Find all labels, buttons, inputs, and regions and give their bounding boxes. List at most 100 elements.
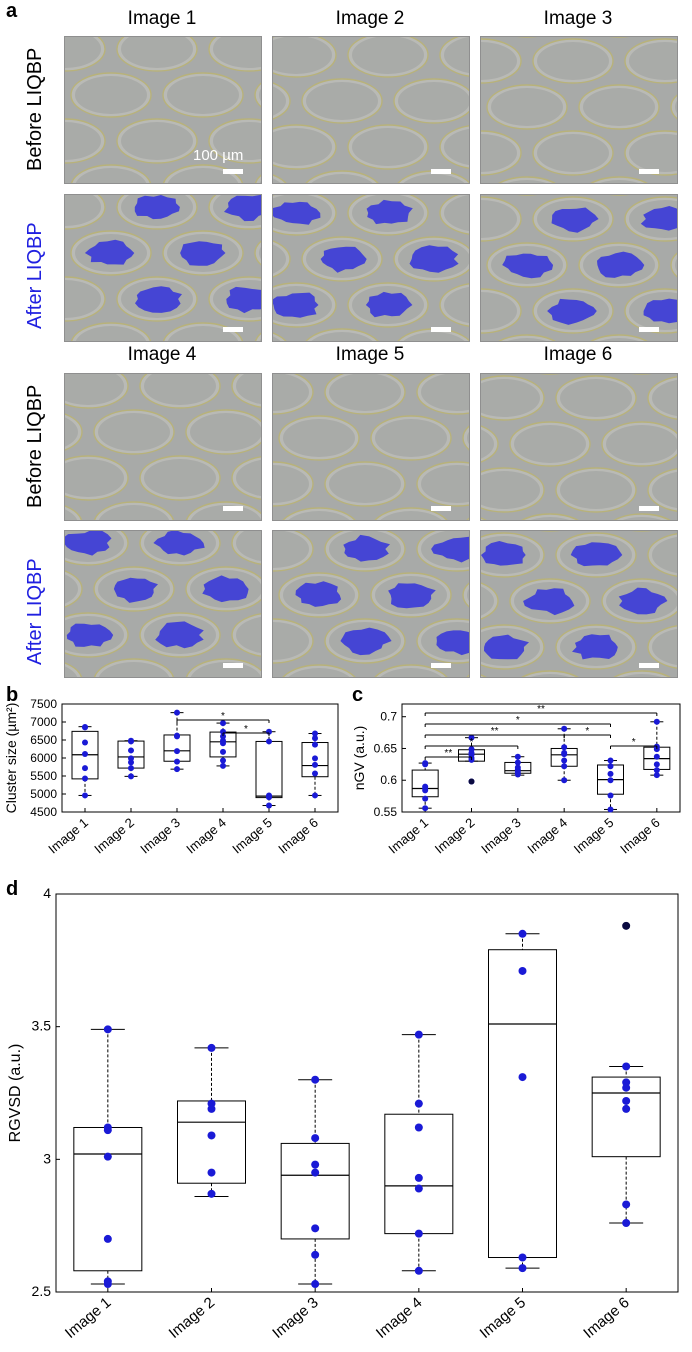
- well-texture: [213, 37, 261, 68]
- cell-cluster: [618, 587, 668, 615]
- significance-label: **: [444, 748, 452, 759]
- well-texture: [283, 419, 355, 457]
- data-point: [207, 1043, 216, 1052]
- panel-letter-d: d: [6, 878, 19, 900]
- well-texture: [583, 88, 655, 126]
- y-tick-label: 0.55: [374, 805, 398, 819]
- panel-letter-c: c: [352, 684, 364, 706]
- y-tick-label: 4: [43, 885, 51, 901]
- data-point: [518, 1073, 527, 1082]
- data-point: [174, 758, 180, 765]
- micrograph-before: [64, 373, 262, 521]
- well-texture: [236, 374, 261, 405]
- box: [591, 1076, 661, 1158]
- data-point: [266, 738, 272, 745]
- well-texture: [236, 531, 261, 562]
- well-texture: [65, 374, 124, 405]
- scale-bar: [639, 169, 659, 174]
- image-title: Image 3: [543, 8, 613, 29]
- scale-bar: [639, 663, 659, 668]
- y-tick-label: 0.65: [374, 741, 398, 755]
- well: [481, 674, 487, 677]
- significance-label: **: [491, 726, 499, 737]
- data-point: [220, 748, 226, 755]
- well-texture: [273, 37, 332, 74]
- well-texture: [352, 37, 424, 74]
- well-texture: [65, 417, 78, 447]
- data-point: [514, 753, 521, 760]
- x-tick-label: Image 6: [617, 815, 663, 857]
- data-point: [311, 1075, 320, 1084]
- data-point: [653, 746, 660, 753]
- data-point: [607, 792, 614, 799]
- well-texture: [444, 128, 469, 166]
- well: [670, 94, 677, 120]
- data-point: [414, 1229, 423, 1238]
- well-texture: [481, 134, 517, 172]
- well-texture: [75, 76, 147, 114]
- well-texture: [259, 338, 261, 341]
- data-point: [518, 1253, 527, 1262]
- well-texture: [530, 674, 570, 677]
- chart-d-rgvsd: 2.5 3 3.5 4 RGVSD (a.u.) Image 1 Image 2 Image …: [7, 885, 679, 1342]
- well-texture: [236, 459, 261, 497]
- data-point: [607, 777, 614, 784]
- well-texture: [190, 505, 261, 520]
- micrograph-image: [65, 531, 261, 677]
- micrograph-before: 100 µm: [64, 36, 262, 184]
- x-tick-label: Image 1: [62, 1294, 114, 1342]
- box: [488, 949, 557, 1259]
- micrograph-image: [65, 374, 261, 520]
- x-tick-label: Image 5: [229, 815, 275, 857]
- y-axis-label: nGV (a.u.): [351, 726, 367, 791]
- data-point: [266, 794, 272, 801]
- data-point: [653, 718, 660, 725]
- cell-cluster: [436, 630, 469, 656]
- data-point: [607, 806, 614, 813]
- cell-cluster: [481, 541, 526, 566]
- data-point: [82, 739, 88, 746]
- micrograph-before: [480, 373, 678, 521]
- cell-cluster: [365, 291, 413, 318]
- panel-letter-a: a: [6, 0, 18, 22]
- well: [466, 517, 469, 520]
- y-tick-label: 6500: [30, 733, 57, 747]
- scale-bar: [431, 327, 451, 332]
- well-texture: [444, 195, 469, 232]
- data-point: [220, 762, 226, 769]
- well-texture: [537, 134, 609, 172]
- well: [462, 582, 469, 608]
- cell-cluster: [597, 251, 645, 278]
- data-point: [82, 765, 88, 772]
- box: [280, 1142, 350, 1240]
- x-tick-label: Image 6: [275, 815, 321, 857]
- well-texture: [599, 180, 639, 183]
- well-texture: [507, 180, 547, 183]
- well-texture: [273, 86, 286, 116]
- data-point: [514, 771, 521, 778]
- y-tick-label: 0.6: [380, 773, 397, 787]
- scale-bar: [223, 327, 243, 332]
- micrograph-after: [480, 530, 678, 678]
- data-point: [518, 1264, 527, 1273]
- scale-bar: [223, 663, 243, 668]
- well-texture: [75, 326, 147, 341]
- cell-cluster: [134, 195, 180, 220]
- data-point: [414, 1266, 423, 1275]
- well-texture: [403, 332, 465, 341]
- data-point: [82, 751, 88, 758]
- well-texture: [622, 674, 662, 677]
- well-texture: [537, 42, 609, 80]
- well-texture: [98, 662, 170, 677]
- box: [255, 740, 283, 799]
- data-point: [653, 761, 660, 768]
- micrograph-image: [273, 37, 469, 183]
- well-texture: [481, 42, 517, 80]
- well-texture: [259, 88, 261, 102]
- cell-cluster: [643, 298, 677, 324]
- data-point: [414, 1173, 423, 1182]
- micrograph-after: [272, 530, 470, 678]
- well-texture: [481, 379, 540, 417]
- image-title: Image 6: [543, 344, 613, 365]
- well: [254, 82, 261, 108]
